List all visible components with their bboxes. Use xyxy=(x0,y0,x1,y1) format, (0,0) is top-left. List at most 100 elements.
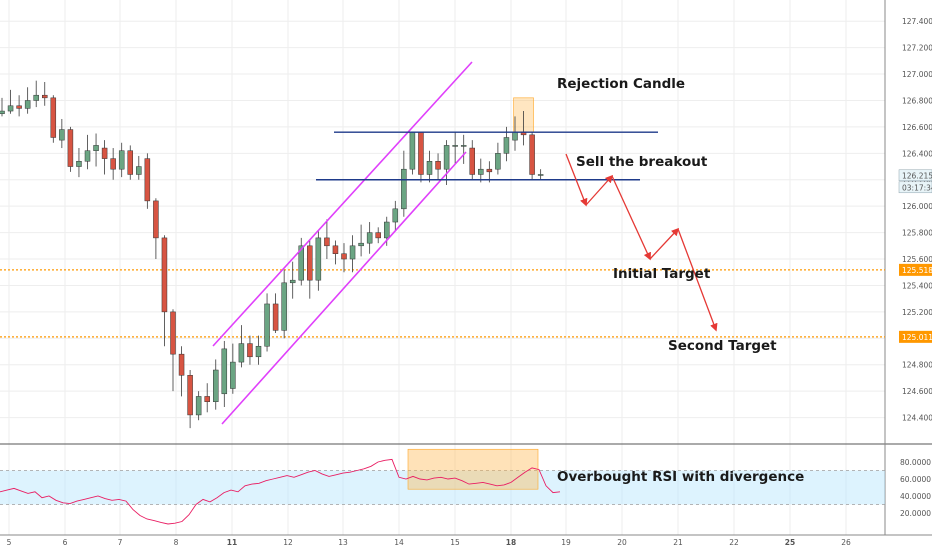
time-tick-label: 5 xyxy=(7,538,12,547)
candle-body xyxy=(478,168,484,175)
candle-body xyxy=(7,105,14,112)
price-tick-label: 124.400 xyxy=(902,414,932,423)
candle-body xyxy=(443,145,450,170)
annotation-sell-breakout: Sell the breakout xyxy=(576,154,708,170)
projection-segment xyxy=(565,153,588,207)
price-tick-label: 126.400 xyxy=(902,149,932,158)
price-tick-label: 125.600 xyxy=(902,255,932,264)
price-tick-label: 125.200 xyxy=(902,308,932,317)
candle-body xyxy=(110,158,116,170)
price-tick-label: 124.600 xyxy=(902,387,932,396)
candle-body xyxy=(315,237,322,281)
candle-body xyxy=(76,161,82,167)
candle-body xyxy=(349,245,356,260)
time-tick-label: 26 xyxy=(841,538,851,547)
candle-body xyxy=(136,166,142,175)
candle-body xyxy=(204,396,210,402)
countdown-label: 03:17:34 xyxy=(902,183,932,192)
candle-body xyxy=(0,110,5,114)
candle-body xyxy=(341,253,347,260)
last-price-badge xyxy=(898,169,932,182)
time-tick-label: 19 xyxy=(561,538,571,547)
projection-segment xyxy=(611,175,651,261)
rsi-pane xyxy=(0,448,885,525)
price-axis[interactable]: 124.400124.600124.800125.000125.200125.4… xyxy=(899,17,932,423)
candle-body xyxy=(332,245,339,254)
time-tick-label: 15 xyxy=(450,538,460,547)
candle-body xyxy=(16,105,22,109)
rsi-line xyxy=(0,458,561,525)
projection-segment xyxy=(677,228,718,332)
candle-body xyxy=(401,168,407,210)
candle-body xyxy=(195,396,202,416)
candle-body xyxy=(24,100,31,109)
price-tick-label: 127.000 xyxy=(902,70,932,79)
candle-body xyxy=(384,221,390,239)
candle-body xyxy=(469,147,475,175)
time-tick-label: 14 xyxy=(394,538,404,547)
channel-upper xyxy=(212,61,473,347)
time-tick-label: 21 xyxy=(673,538,683,547)
candle-body xyxy=(512,131,518,141)
rsi-axis[interactable]: 20.0000 40.0000 60.0000 80.0000 xyxy=(900,458,931,518)
candle-body xyxy=(178,353,185,376)
candle-body xyxy=(59,129,65,141)
candle-body xyxy=(298,245,304,281)
annotation-rejection-candle: Rejection Candle xyxy=(557,76,685,92)
time-tick-label: 12 xyxy=(283,538,293,547)
candle-body xyxy=(289,279,296,284)
rsi-tick-label: 40.0000 xyxy=(900,492,931,501)
candle-body xyxy=(187,375,193,416)
time-tick-label: 6 xyxy=(63,538,68,547)
projection-path xyxy=(565,153,718,332)
rsi-tick-label: 60.0000 xyxy=(900,475,931,484)
candle-body xyxy=(307,245,313,281)
candle-body xyxy=(213,369,219,402)
candle-body xyxy=(230,361,236,389)
candle-body xyxy=(221,348,228,395)
annotation-overbought-rsi: Overbought RSI with divergence xyxy=(557,469,804,485)
candle-body xyxy=(281,282,287,331)
time-tick-label: 11 xyxy=(227,538,237,547)
candle-body xyxy=(495,153,501,170)
candle-body xyxy=(435,161,441,170)
candle-body xyxy=(93,145,99,151)
price-tick-label: 125.400 xyxy=(902,281,932,290)
price-tick-label: 126.800 xyxy=(902,96,932,105)
candle-body xyxy=(426,161,433,175)
price-badges: 126.215 03:17:34 xyxy=(898,169,932,194)
rsi-tick-label: 20.0000 xyxy=(900,509,931,518)
candle-body xyxy=(170,311,176,355)
time-tick-label: 20 xyxy=(617,538,627,547)
candlestick-series xyxy=(0,80,544,429)
last-price-label: 126.215 xyxy=(902,171,932,180)
level-badge xyxy=(899,330,932,343)
time-axis[interactable]: 5 6 7 8 11 12 13 14 15 18 19 20 21 22 25 26 xyxy=(7,538,851,547)
projection-segment xyxy=(649,227,680,260)
candle-body xyxy=(418,131,424,175)
time-tick-label: 7 xyxy=(118,538,123,547)
time-tick-label: 18 xyxy=(506,538,516,547)
time-tick-label: 8 xyxy=(174,538,179,547)
candle-body xyxy=(503,137,510,154)
candle-body xyxy=(452,145,458,147)
price-tick-label: 124.800 xyxy=(902,361,932,370)
channel-lower xyxy=(221,151,467,425)
level-badge-label: 125.518 xyxy=(902,266,932,275)
projection-segment xyxy=(585,174,614,206)
candle-body xyxy=(409,131,416,170)
price-tick-label: 126.600 xyxy=(902,123,932,132)
candle-body xyxy=(537,174,544,176)
target-levels xyxy=(0,269,885,338)
time-tick-label: 13 xyxy=(338,538,348,547)
candle-body xyxy=(324,237,330,247)
candle-body xyxy=(42,94,48,99)
candle-body xyxy=(529,134,535,175)
annotation-initial-target: Initial Target xyxy=(613,266,711,282)
candle-body xyxy=(460,145,467,147)
level-badge-label: 125.011 xyxy=(902,333,932,342)
price-tick-label: 125.800 xyxy=(902,229,932,238)
ascending-channel xyxy=(212,61,473,425)
candle-body xyxy=(33,94,39,101)
